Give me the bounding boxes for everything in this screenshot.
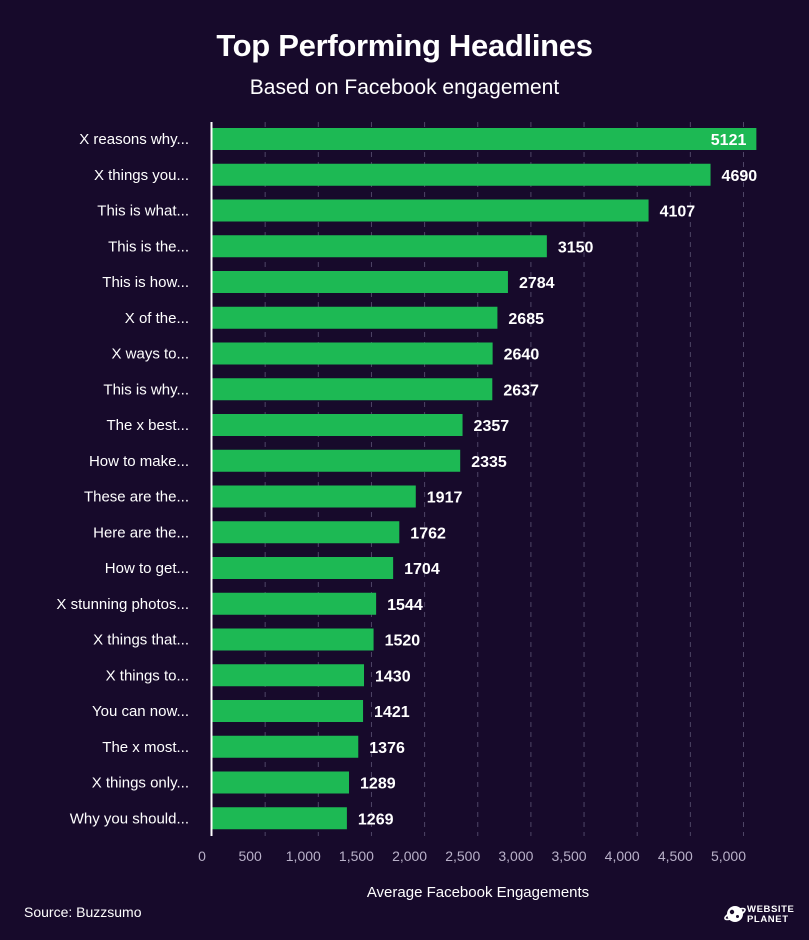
bar xyxy=(212,700,364,722)
bar xyxy=(212,807,347,830)
bar xyxy=(212,628,374,651)
value-label: 2784 xyxy=(519,275,555,292)
category-label: The x most... xyxy=(102,739,189,756)
category-label: X stunning photos... xyxy=(56,596,189,613)
value-label: 1544 xyxy=(387,597,423,614)
chart-subtitle: Based on Facebook engagement xyxy=(249,76,560,99)
planet-icon xyxy=(724,906,746,922)
bar xyxy=(212,485,416,508)
value-label: 2640 xyxy=(504,347,540,364)
category-label: You can now... xyxy=(92,703,189,720)
bar xyxy=(212,163,711,186)
x-tick-label: 4,000 xyxy=(605,848,640,864)
value-label: 4107 xyxy=(660,204,696,221)
x-tick-label: 2,500 xyxy=(445,848,480,864)
value-label: 3150 xyxy=(558,239,594,256)
x-tick-label: 3,500 xyxy=(552,848,587,864)
source-note: Source: Buzzsumo xyxy=(24,904,142,920)
category-label: X things to... xyxy=(106,667,189,684)
x-tick-label: 5,000 xyxy=(711,848,746,864)
category-label: X reasons why... xyxy=(79,131,189,148)
category-label: How to get... xyxy=(105,560,189,577)
chart-title: Top Performing Headlines xyxy=(216,28,593,63)
category-label: This is the... xyxy=(108,238,189,255)
category-label: This is how... xyxy=(102,274,189,291)
category-label: Here are the... xyxy=(93,524,189,541)
bar xyxy=(212,414,463,436)
bar xyxy=(212,592,377,615)
bar xyxy=(212,128,757,150)
category-label: X of the... xyxy=(125,310,189,327)
value-label: 1376 xyxy=(369,740,405,757)
logo-line-1: WEBSITE xyxy=(747,904,795,915)
bar xyxy=(212,664,365,687)
bar xyxy=(212,521,400,544)
value-label: 1704 xyxy=(404,561,440,578)
x-tick-label: 3,000 xyxy=(498,848,533,864)
bar xyxy=(212,378,493,401)
bar xyxy=(212,306,498,329)
value-label: 5121 xyxy=(711,132,747,149)
value-label: 1762 xyxy=(410,525,446,542)
value-label: 1289 xyxy=(360,776,396,793)
bar xyxy=(212,557,394,579)
bar xyxy=(212,235,547,258)
value-label: 2637 xyxy=(503,382,539,399)
website-planet-logo: WEBSITE PLANET xyxy=(724,902,796,928)
x-tick-label: 0 xyxy=(198,848,206,864)
bar xyxy=(212,735,359,758)
value-label: 2335 xyxy=(471,454,507,471)
value-label: 2357 xyxy=(474,418,510,435)
x-axis-title: Average Facebook Engagements xyxy=(367,884,589,901)
bar xyxy=(212,199,649,222)
bar xyxy=(212,449,461,472)
category-label: This is what... xyxy=(97,203,189,220)
logo-wordmark: WEBSITE PLANET xyxy=(747,905,794,925)
bar xyxy=(212,342,493,365)
bar xyxy=(212,271,508,293)
category-label: Why you should... xyxy=(70,810,189,827)
x-tick-label: 500 xyxy=(238,848,262,864)
x-tick-label: 1,000 xyxy=(286,848,321,864)
value-label: 1269 xyxy=(358,811,394,828)
value-label: 1520 xyxy=(385,633,421,650)
category-label: This is why... xyxy=(103,381,189,398)
category-label: X things you... xyxy=(94,167,189,184)
category-label: X things only... xyxy=(92,775,189,792)
value-label: 1421 xyxy=(374,704,410,721)
category-label: X ways to... xyxy=(111,346,189,363)
value-label: 1430 xyxy=(375,668,411,685)
x-tick-label: 4,500 xyxy=(658,848,693,864)
x-tick-label: 1,500 xyxy=(339,848,374,864)
category-label: X things that... xyxy=(93,632,189,649)
category-label: These are the... xyxy=(84,489,189,506)
bar xyxy=(212,771,350,794)
category-label: How to make... xyxy=(89,453,189,470)
x-tick-label: 2,000 xyxy=(392,848,427,864)
value-label: 2685 xyxy=(508,311,544,328)
logo-line-2: PLANET xyxy=(747,914,789,925)
category-label: The x best... xyxy=(106,417,189,434)
value-label: 4690 xyxy=(722,168,758,185)
value-label: 1917 xyxy=(427,490,463,507)
